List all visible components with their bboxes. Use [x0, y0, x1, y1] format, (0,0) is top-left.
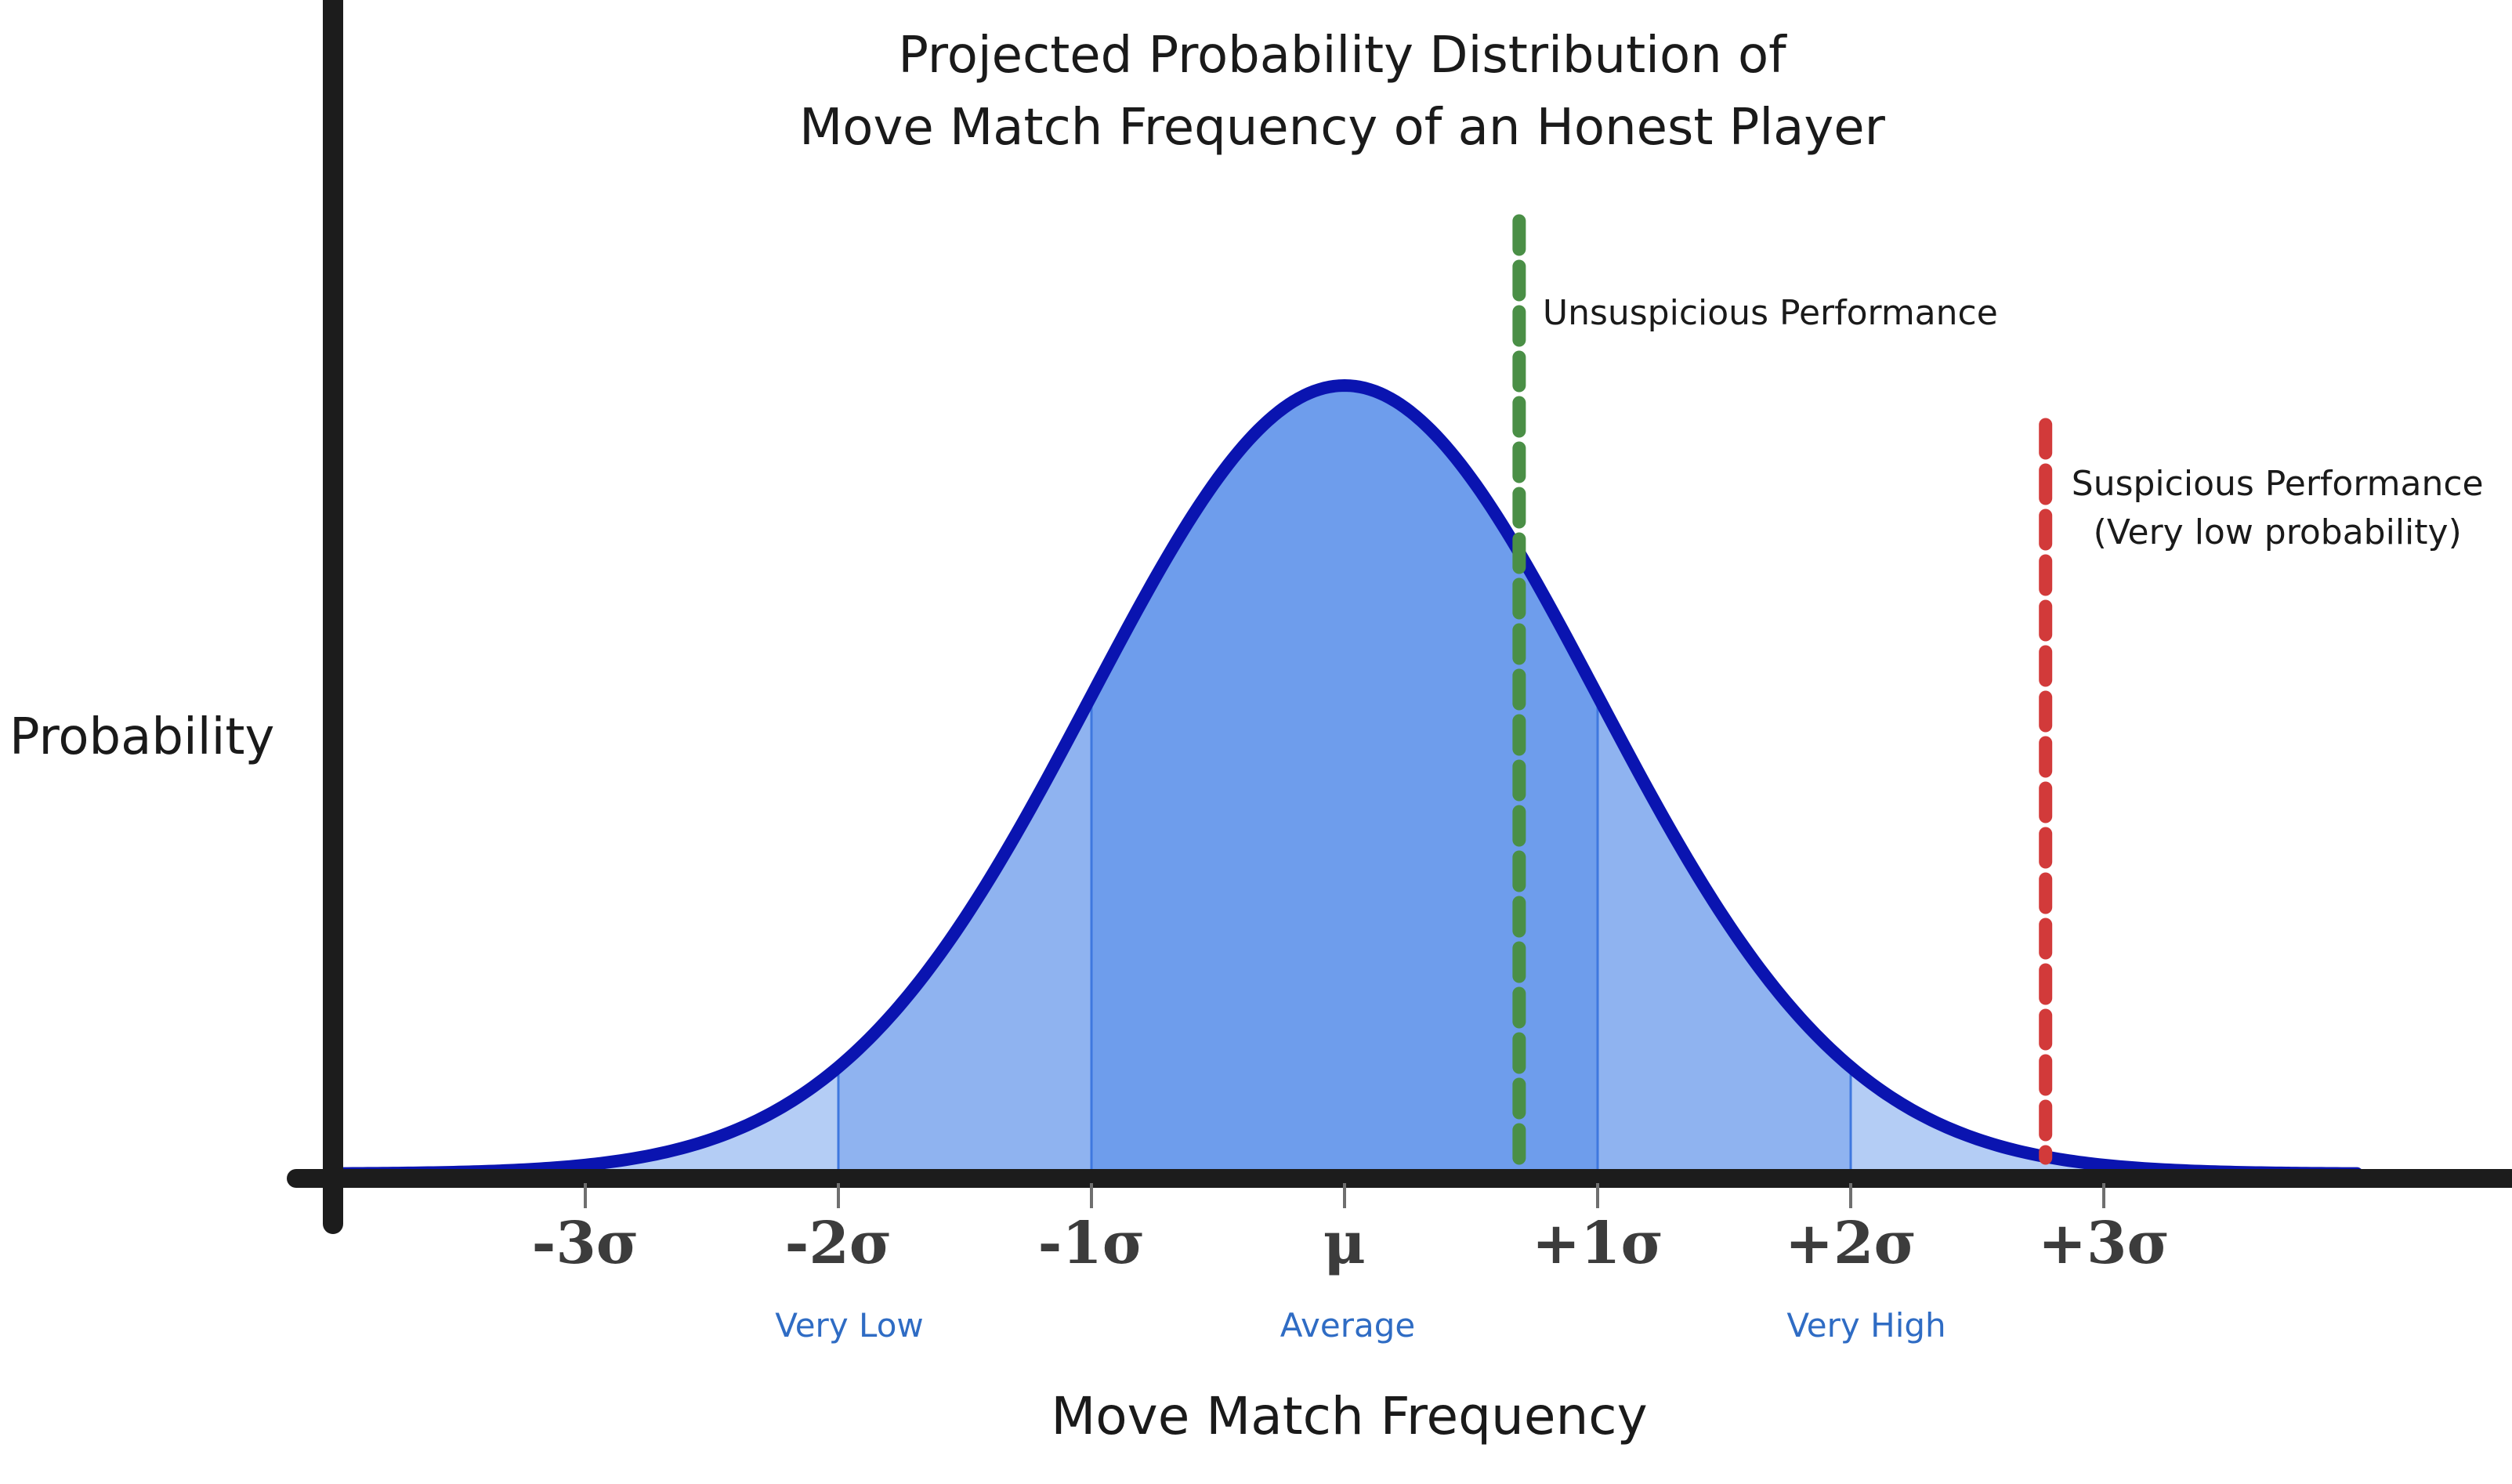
- x-tick-label-3: μ: [1323, 1210, 1366, 1277]
- y-axis-label: Probability: [9, 708, 274, 766]
- threshold-label-1-0: Suspicious Performance: [2072, 464, 2484, 504]
- x-tick-label-2: -1σ: [1038, 1210, 1146, 1277]
- x-sublabel-1: Average: [1280, 1306, 1415, 1345]
- x-sublabels: Very Low Average Very High: [775, 1306, 1946, 1345]
- x-tick-label-5: +2σ: [1785, 1210, 1917, 1277]
- chart-title-line-1: Projected Probability Distribution of: [898, 27, 1787, 85]
- threshold-label-1-1: (Very low probability): [2094, 512, 2462, 552]
- x-sublabel-0: Very Low: [775, 1306, 924, 1345]
- x-tick-label-1: -2σ: [785, 1210, 892, 1277]
- x-tick-labels: -3σ -2σ -1σ μ +1σ +2σ +3σ: [532, 1183, 2170, 1277]
- sd-bands: [332, 385, 2357, 1174]
- chart-title-line-2: Move Match Frequency of an Honest Player: [799, 99, 1886, 157]
- sd-band-dividers: [837, 698, 1852, 1174]
- threshold-label-0-0: Unsuspicious Performance: [1543, 293, 1998, 333]
- x-sublabel-2: Very High: [1786, 1306, 1946, 1345]
- x-axis-label: Move Match Frequency: [1051, 1386, 1647, 1446]
- x-tick-label-4: +1σ: [1532, 1210, 1663, 1277]
- x-tick-label-0: -3σ: [532, 1210, 639, 1277]
- sd-band-4: [1851, 1066, 2357, 1174]
- distribution-curve: [326, 379, 2363, 1180]
- threshold-markers: Unsuspicious Performance Suspicious Perfo…: [1512, 214, 2484, 1165]
- sd-band-0: [332, 1066, 838, 1174]
- x-tick-label-6: +3σ: [2038, 1210, 2170, 1277]
- sd-band-2: [1091, 385, 1598, 1174]
